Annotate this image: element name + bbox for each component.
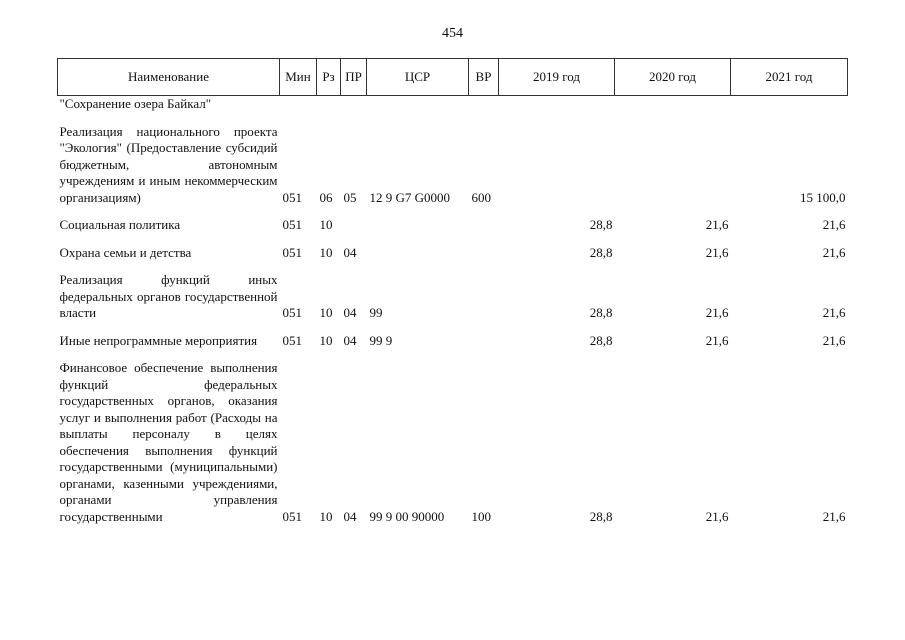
cell: 21,6 — [822, 508, 846, 524]
cell — [469, 96, 499, 113]
cell — [469, 206, 499, 234]
cell — [499, 113, 615, 207]
cell: 99 9 00 90000 — [369, 508, 445, 524]
column-header: ПР — [340, 58, 367, 96]
row-name: Социальная политика — [59, 217, 181, 232]
cell — [615, 113, 731, 207]
cell: 04 — [343, 508, 357, 524]
cell: 28,8 — [589, 244, 613, 260]
cell: 21,6 — [705, 305, 729, 320]
cell — [341, 206, 367, 234]
table-body: "Сохранение озера Байкал" Реализация наци… — [58, 96, 848, 526]
cell: 10 — [319, 508, 333, 524]
column-header: 2020 год — [614, 58, 731, 96]
cell: 12 9 G7 G0000 — [369, 189, 451, 205]
cell: 21,6 — [705, 217, 729, 232]
cell: 06 — [319, 189, 333, 205]
column-header: ЦСР — [366, 58, 469, 96]
table-row: Социальная политика 051 10 28,8 21,6 21,6 — [58, 206, 848, 234]
cell: 28,8 — [589, 305, 613, 320]
cell: 051 — [282, 244, 303, 260]
cell — [731, 96, 848, 113]
cell — [317, 96, 341, 113]
table-row: Финансовое обеспечение выполнения функци… — [58, 349, 848, 525]
column-header: 2019 год — [498, 58, 615, 96]
cell — [367, 234, 469, 262]
row-name: Охрана семьи и детства — [59, 244, 192, 260]
cell: 21,6 — [822, 217, 846, 232]
cell: 04 — [343, 332, 357, 348]
cell: 21,6 — [822, 305, 846, 320]
table-row: Реализация функций иных федеральных орга… — [58, 261, 848, 322]
cell — [469, 234, 499, 262]
cell: 28,8 — [589, 217, 613, 232]
cell: 15 100,0 — [800, 189, 846, 205]
header-row: Наименование Мин Рз ПР ЦСР ВР 2019 год 2020 год… — [57, 58, 848, 96]
cell: 04 — [343, 305, 357, 320]
cell — [367, 96, 469, 113]
cell: 04 — [343, 244, 357, 260]
row-name: Иные непрограммные мероприятия — [59, 332, 258, 348]
cell: 10 — [319, 217, 333, 232]
cell: 21,6 — [705, 244, 729, 260]
cell: 600 — [471, 189, 492, 205]
budget-table: Наименование Мин Рз ПР ЦСР ВР 2019 год 2020 год… — [57, 58, 848, 525]
cell: 99 — [369, 305, 383, 320]
column-header: ВР — [468, 58, 499, 96]
cell: 21,6 — [705, 508, 729, 524]
cell: 28,8 — [589, 508, 613, 524]
cell: 99 9 — [369, 332, 393, 348]
row-name: Реализация национального проекта "Эколог… — [59, 123, 278, 205]
cell: 05 — [343, 189, 357, 205]
cell: 051 — [282, 508, 303, 524]
cell — [469, 322, 499, 350]
row-name: Реализация функций иных федеральных орга… — [59, 272, 278, 320]
column-header: Наименование — [57, 58, 280, 96]
row-name: "Сохранение озера Байкал" — [59, 96, 212, 111]
cell — [280, 96, 317, 113]
cell: 28,8 — [589, 332, 613, 348]
cell: 051 — [282, 305, 303, 320]
cell — [469, 261, 499, 322]
row-name: Финансовое обеспечение выполнения функци… — [59, 360, 278, 524]
page-number: 454 — [442, 26, 463, 41]
cell — [341, 96, 367, 113]
cell — [615, 96, 731, 113]
table-row: Иные непрограммные мероприятия 051 10 04 99 … — [58, 322, 848, 350]
cell — [367, 206, 469, 234]
cell: 051 — [282, 217, 303, 232]
cell: 051 — [282, 189, 303, 205]
table-row: "Сохранение озера Байкал" — [58, 96, 848, 113]
cell: 21,6 — [822, 244, 846, 260]
cell: 21,6 — [705, 332, 729, 348]
table-row: Охрана семьи и детства 051 10 04 28,8 21,6 21,… — [58, 234, 848, 262]
cell: 051 — [282, 332, 303, 348]
table-row: Реализация национального проекта "Эколог… — [58, 113, 848, 207]
column-header: 2021 год — [730, 58, 848, 96]
column-header: Рз — [316, 58, 341, 96]
cell: 21,6 — [822, 332, 846, 348]
cell: 10 — [319, 244, 333, 260]
cell: 10 — [319, 305, 333, 320]
cell: 100 — [471, 508, 492, 524]
cell: 10 — [319, 332, 333, 348]
column-header: Мин — [279, 58, 317, 96]
cell — [499, 96, 615, 113]
